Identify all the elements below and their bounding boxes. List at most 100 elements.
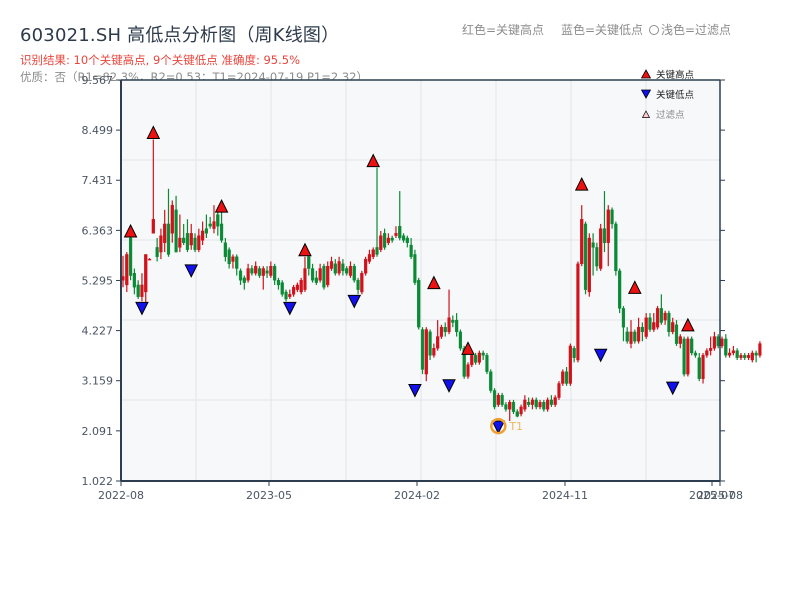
candle-body: [667, 312, 671, 333]
candle-body: [292, 287, 296, 295]
y-tick-label: 2.091: [82, 425, 114, 438]
candle-body: [591, 242, 595, 248]
candle-body: [265, 270, 269, 274]
candles: [121, 139, 762, 422]
candle-body: [326, 265, 330, 286]
candle-body: [375, 247, 379, 255]
result-summary: 识别结果: 10个关键高点, 9个关键低点 准确度: 95.5%: [20, 53, 301, 67]
candle-body: [489, 371, 493, 391]
legend-item-key-high: 关键高点: [641, 64, 723, 84]
candle-body: [409, 244, 413, 257]
candle-body: [439, 326, 444, 337]
candle-body: [390, 237, 394, 241]
candle-body: [508, 402, 512, 410]
candle-body: [447, 317, 451, 333]
candle-body: [254, 265, 258, 274]
candle-body: [557, 383, 561, 398]
candle-body: [693, 352, 698, 356]
candle-body: [553, 397, 557, 405]
candle-body: [564, 371, 569, 384]
candle-body: [606, 209, 610, 243]
header-legend-red: 红色=关键高点: [462, 23, 545, 37]
candle-body: [128, 237, 133, 276]
candle-body: [636, 326, 641, 342]
candle-body: [345, 268, 349, 274]
candle-body: [318, 268, 322, 281]
candle-body: [697, 357, 701, 379]
y-tick-label: 4.227: [82, 325, 114, 338]
candle-body: [671, 322, 675, 333]
key-low-marker: [347, 294, 362, 309]
candle-body: [640, 326, 644, 333]
candle-body: [413, 254, 417, 283]
candle-body: [424, 329, 428, 375]
candle-body: [269, 265, 273, 276]
candle-body: [121, 276, 125, 281]
key-low-marker: [184, 264, 199, 278]
key-high-marker: [427, 275, 441, 290]
candle-body: [538, 402, 542, 408]
key-high-marker: [214, 199, 229, 213]
candle-body: [599, 228, 603, 269]
y-tick-label: 6.363: [82, 224, 114, 237]
candle-body: [481, 352, 485, 356]
legend-item-filtered: 过滤点: [641, 104, 723, 124]
candle-body: [201, 230, 205, 241]
candle-body: [216, 214, 220, 227]
y-tick-label: 3.159: [82, 375, 114, 388]
triangle-down-icon: [641, 89, 651, 99]
candle-body: [337, 261, 341, 274]
candle-body: [739, 355, 743, 358]
candle-body: [709, 348, 713, 351]
key-high-marker: [298, 242, 312, 257]
candle-body: [500, 395, 504, 405]
candle-body: [136, 284, 140, 297]
candle-body: [235, 256, 239, 269]
key-high-marker: [366, 153, 381, 168]
x-tick-label: 2024-02: [394, 489, 440, 502]
candle-body: [492, 390, 497, 408]
candle-body: [583, 223, 588, 290]
candle-body: [458, 331, 463, 349]
candle-body: [549, 399, 553, 405]
candle-body: [182, 237, 186, 243]
candle-body: [436, 336, 440, 349]
legend-label: 过滤点: [656, 110, 685, 121]
candle-body: [242, 277, 246, 283]
candle-body: [477, 352, 481, 363]
candle-body: [178, 237, 182, 248]
candle-body: [602, 228, 607, 243]
chart-title: 603021.SH 高低点分析图（周K线图）: [20, 25, 340, 46]
chart-legend: 关键高点 关键低点 过滤点: [641, 64, 723, 124]
candle-body: [140, 284, 144, 297]
candle-body: [701, 355, 705, 379]
candle-body: [348, 265, 353, 276]
candle-body: [727, 352, 732, 356]
triangle-up-light-icon: [641, 110, 651, 118]
candle-body: [455, 319, 459, 333]
candle-body: [394, 233, 398, 236]
candle-body: [231, 256, 235, 262]
t1-circle-marker: [490, 417, 507, 435]
candle-body: [674, 324, 679, 344]
candle-body: [382, 233, 387, 248]
candle-body: [534, 399, 538, 408]
legend-label: 关键低点: [656, 90, 695, 101]
candle-body: [163, 223, 167, 243]
candle-body: [629, 331, 633, 344]
candle-body: [746, 355, 751, 358]
candle-body: [648, 317, 652, 330]
candle-body: [610, 209, 614, 225]
candle-body: [678, 336, 682, 344]
candle-body: [659, 308, 663, 323]
triangle-up-icon: [641, 69, 651, 79]
candle-body: [341, 263, 345, 272]
y-tick-label: 9.567: [82, 74, 114, 87]
candle-body: [705, 350, 709, 356]
t1-label: T1: [508, 420, 523, 433]
candle-body: [208, 223, 212, 227]
candle-body: [470, 355, 474, 365]
candle-body: [276, 280, 281, 286]
candle-body: [219, 223, 224, 241]
candle-body: [147, 258, 152, 261]
